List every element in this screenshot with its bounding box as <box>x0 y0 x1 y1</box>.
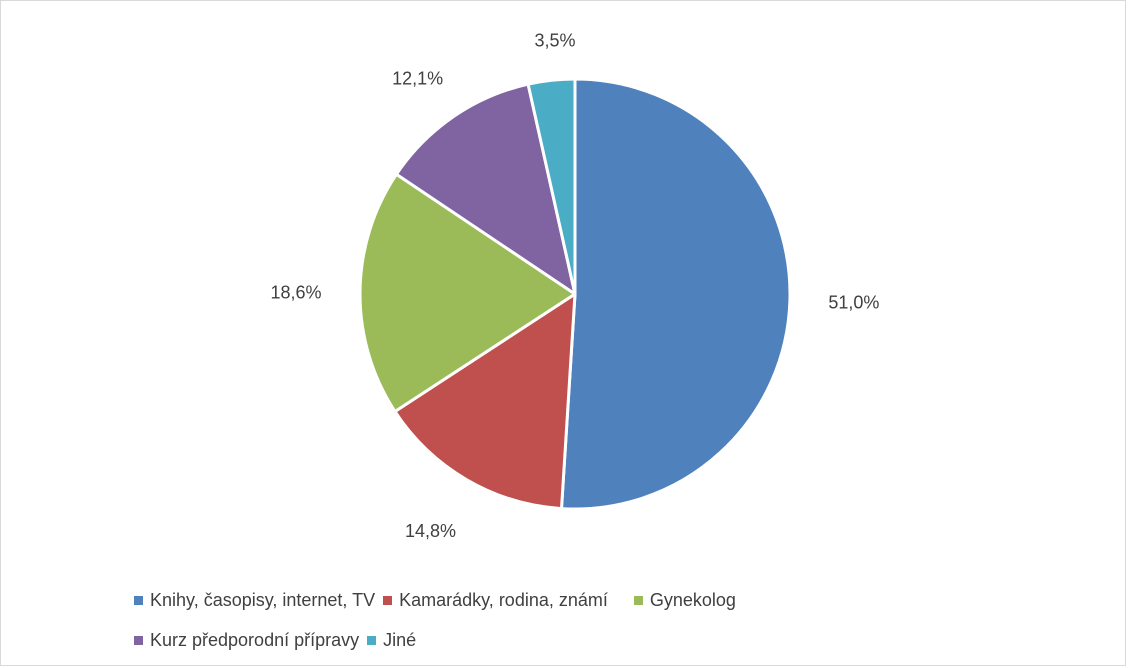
slice-other <box>526 77 577 296</box>
legend-swatch <box>134 595 143 605</box>
legend-swatch <box>383 595 393 605</box>
legend: Knihy, časopisy, internet, TV Kamarádky,… <box>134 587 1034 667</box>
legend-item-friends: Kamarádky, rodina, známí <box>383 590 608 611</box>
legend-item-course: Kurz předporodní přípravy <box>134 630 359 651</box>
legend-swatch <box>633 595 643 605</box>
legend-row: Knihy, časopisy, internet, TV Kamarádky,… <box>134 587 1034 613</box>
slice-course <box>394 82 577 296</box>
legend-item-books: Knihy, časopisy, internet, TV <box>134 590 375 611</box>
data-label: 12,1% <box>392 69 443 89</box>
data-label: 51,0% <box>828 292 879 312</box>
legend-swatch <box>134 635 143 645</box>
legend-label: Kamarádky, rodina, známí <box>399 589 608 610</box>
legend-row: Kurz předporodní přípravy Jiné <box>134 627 1034 653</box>
legend-label: Knihy, časopisy, internet, TV <box>150 589 376 610</box>
slice-books <box>560 77 792 511</box>
data-label: 14,8% <box>405 521 456 541</box>
legend-item-gynecologist: Gynekolog <box>633 589 736 611</box>
pie-slices <box>358 77 792 511</box>
legend-label: Kurz předporodní přípravy <box>150 629 360 650</box>
slice-gynecologist <box>358 172 577 413</box>
legend-label: Jiné <box>383 629 417 650</box>
data-label: 18,6% <box>270 282 321 302</box>
legend-item-other: Jiné <box>367 630 416 651</box>
slice-friends <box>393 292 577 511</box>
legend-swatch <box>367 635 377 645</box>
data-labels: 51,0% 14,8% 18,6% 12,1% 3,5% <box>270 31 879 542</box>
data-label: 3,5% <box>535 31 576 51</box>
legend-label: Gynekolog <box>649 589 736 610</box>
